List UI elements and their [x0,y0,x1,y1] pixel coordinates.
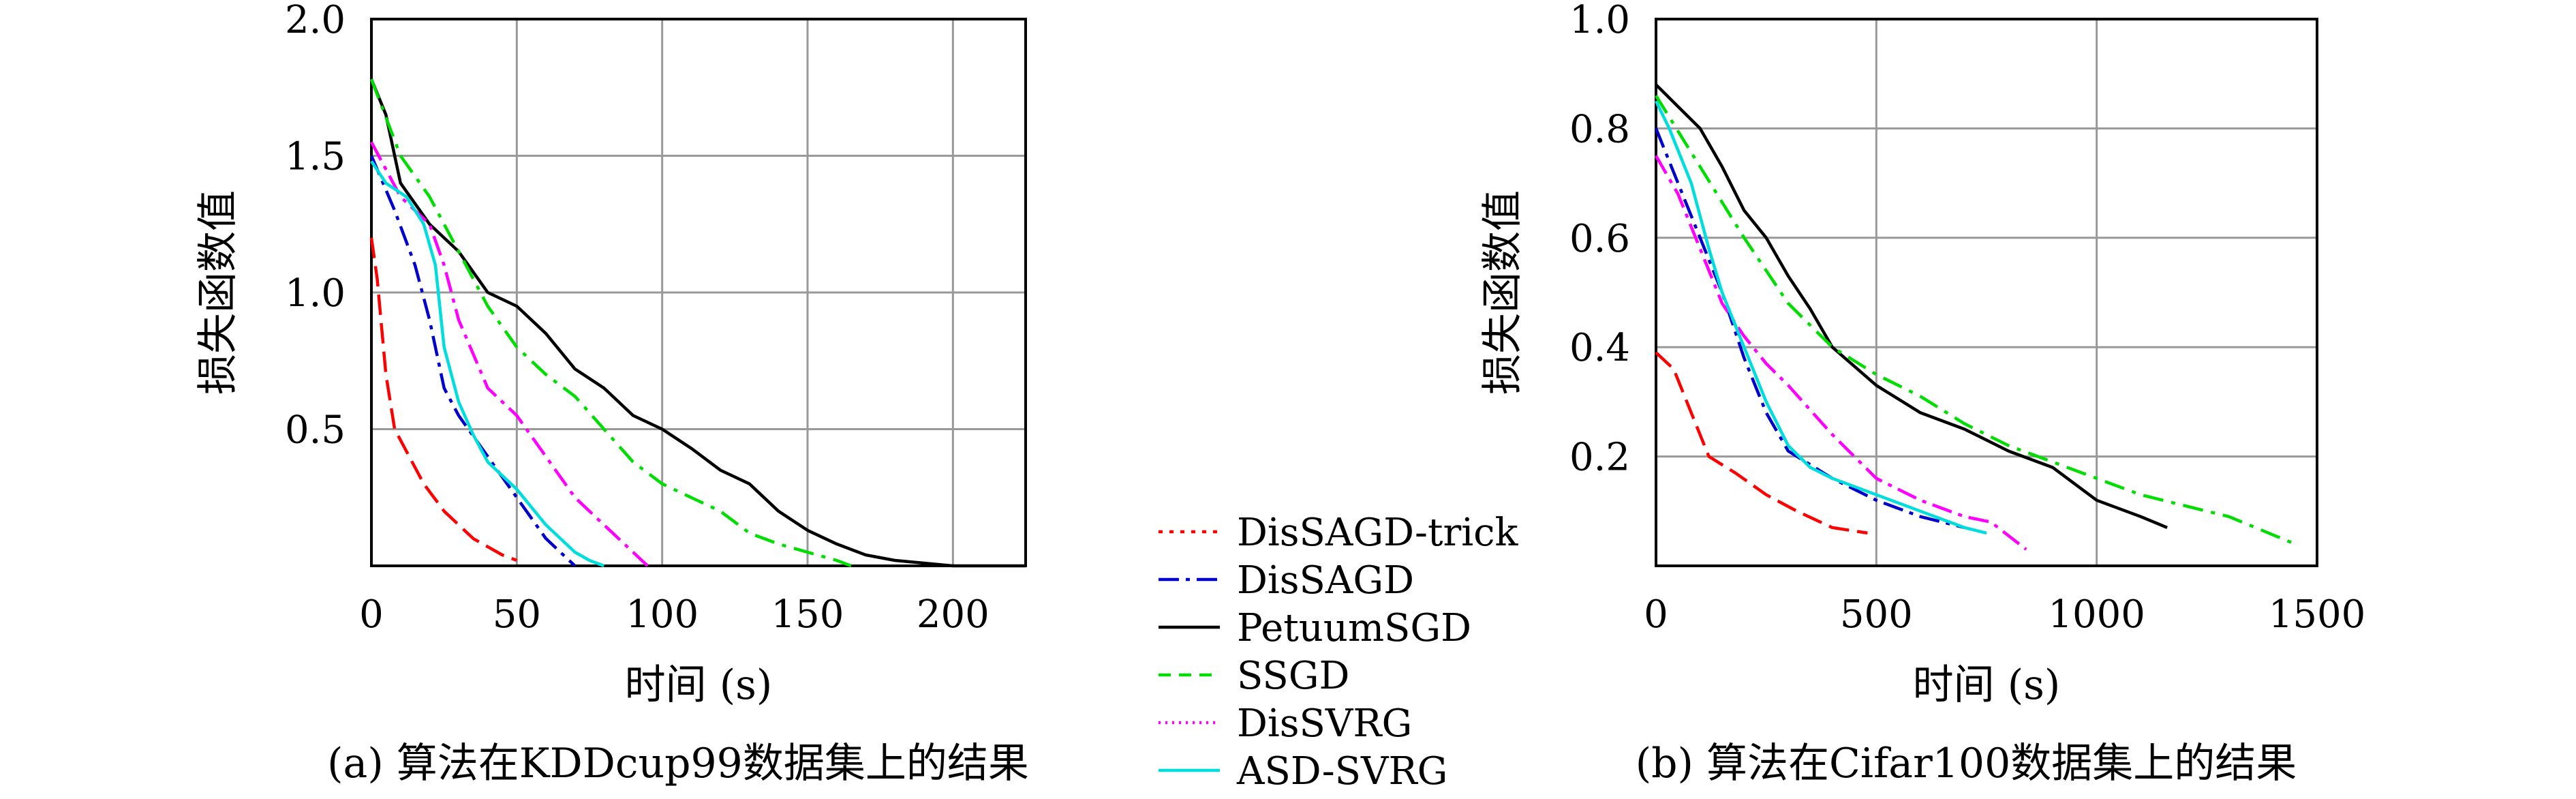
caption-a: (a) 算法在KDDcup99数据集上的结果 [327,740,1029,787]
x-tick-label: 500 [1840,592,1913,637]
chart-kddcup99: 0 50 100 150 200 0.5 1.0 1.5 2.0 时间 (s) 损失函数值 (… [194,0,1029,787]
series-line-petuumsgd [369,78,1026,568]
series-layer [369,78,1026,568]
y-tick-label: 0.6 [1569,217,1630,261]
x-tick-label: 0 [1644,592,1668,637]
plot-frame [1655,18,2318,567]
legend: DisSAGD-trickDisSAGDPetuumSGDSSGDDisSVRG… [1159,511,1518,794]
legend-label: SSGD [1237,654,1349,698]
y-tick-label: 0.5 [285,408,346,453]
grid [1656,19,2317,566]
series-line-ssgd [369,78,852,568]
series-line-dissagd [369,155,577,567]
legend-label: DisSAGD-trick [1237,511,1518,555]
y-tick-label: 0.8 [1569,107,1630,151]
x-tick-labels: 0 50 100 150 200 [359,592,990,637]
y-tick-label: 2.0 [285,0,346,42]
x-tick-label: 100 [626,592,699,637]
x-tick-label: 1500 [2269,592,2366,637]
x-tick-label: 0 [359,592,384,637]
y-axis-label: 损失函数值 [1479,190,1527,395]
x-tick-label: 50 [493,592,541,637]
series-line-asd-svrg [1654,100,1987,535]
series-line-dissagd-trick [1655,351,1868,535]
series-line-dissvrg [370,141,649,567]
x-axis-label: 时间 (s) [625,661,773,709]
x-tick-labels: 0 500 1000 1500 [1644,592,2365,637]
x-tick-label: 1000 [2048,592,2145,637]
caption-b: (b) 算法在Cifar100数据集上的结果 [1636,740,2297,787]
y-tick-labels: 0.5 1.0 1.5 2.0 [285,0,346,453]
y-tick-label: 0.4 [1569,326,1630,370]
legend-label: ASD-SVRG [1236,749,1447,794]
series-line-asd-svrg [370,160,605,568]
y-tick-label: 1.5 [285,135,346,179]
series-line-dissvrg [1655,155,2027,551]
legend-label: DisSVRG [1237,702,1412,746]
x-axis-label: 时间 (s) [1913,661,2061,709]
chart-cifar100: 0 500 1000 1500 0.2 0.4 0.6 0.8 1.0 时间 (s) 损失函数… [1479,0,2365,787]
y-tick-label: 1.0 [1569,0,1630,42]
series-layer [1654,83,2296,551]
legend-label: PetuumSGD [1237,606,1471,650]
plot-frame [370,18,1027,567]
y-tick-labels: 0.2 0.4 0.6 0.8 1.0 [1569,0,1630,480]
series-line-dissagd [1654,127,1965,530]
grid [371,19,1026,566]
y-tick-label: 0.2 [1569,436,1630,480]
x-tick-label: 150 [771,592,844,637]
y-axis-label: 损失函数值 [194,190,242,395]
series-line-ssgd [1655,95,2296,545]
series-line-petuumsgd [1655,83,2168,529]
legend-label: DisSAGD [1237,558,1414,603]
y-tick-label: 1.0 [285,271,346,316]
series-line-dissagd-trick [369,237,518,562]
x-tick-label: 200 [917,592,990,637]
